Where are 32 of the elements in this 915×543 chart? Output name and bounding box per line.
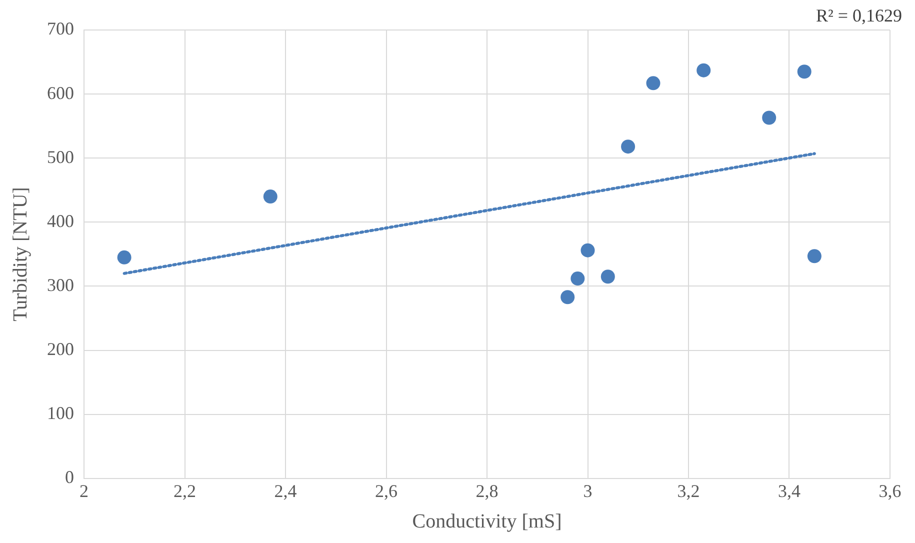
y-tick-label: 0	[65, 467, 74, 488]
x-tick-label: 3	[583, 480, 592, 501]
x-tick-label: 2	[80, 480, 88, 501]
y-tick-label: 500	[47, 146, 74, 167]
y-tick-label: 100	[47, 403, 74, 424]
x-tick-label: 2,4	[274, 480, 297, 501]
x-tick-label: 2,6	[375, 480, 398, 501]
point	[263, 190, 278, 204]
y-tick-label: 400	[47, 210, 74, 231]
x-tick-label: 3,4	[778, 480, 800, 501]
text: R² = 0,1629	[816, 6, 902, 26]
x-axis-title: Conductivity [mS]	[412, 510, 562, 532]
point	[580, 243, 595, 258]
x-tick-label: 3,2	[677, 480, 700, 501]
point	[797, 64, 812, 79]
point	[560, 290, 575, 304]
y-tick-label: 200	[47, 339, 74, 360]
point	[570, 272, 585, 286]
x-tick-label: 3,6	[878, 480, 902, 501]
point	[117, 250, 132, 264]
point	[696, 63, 711, 78]
point	[621, 140, 636, 154]
y-tick-label: 600	[47, 82, 74, 103]
y-tick-label: 700	[47, 18, 74, 39]
x-tick-label: 2,8	[476, 480, 498, 501]
point	[762, 110, 776, 125]
y-tick-label: 300	[47, 274, 74, 295]
point	[807, 249, 822, 264]
point	[600, 270, 615, 284]
y-axis-title: Turbidity [NTU]	[9, 187, 32, 322]
point	[646, 76, 660, 90]
x-tick-label: 2,2	[174, 480, 196, 501]
